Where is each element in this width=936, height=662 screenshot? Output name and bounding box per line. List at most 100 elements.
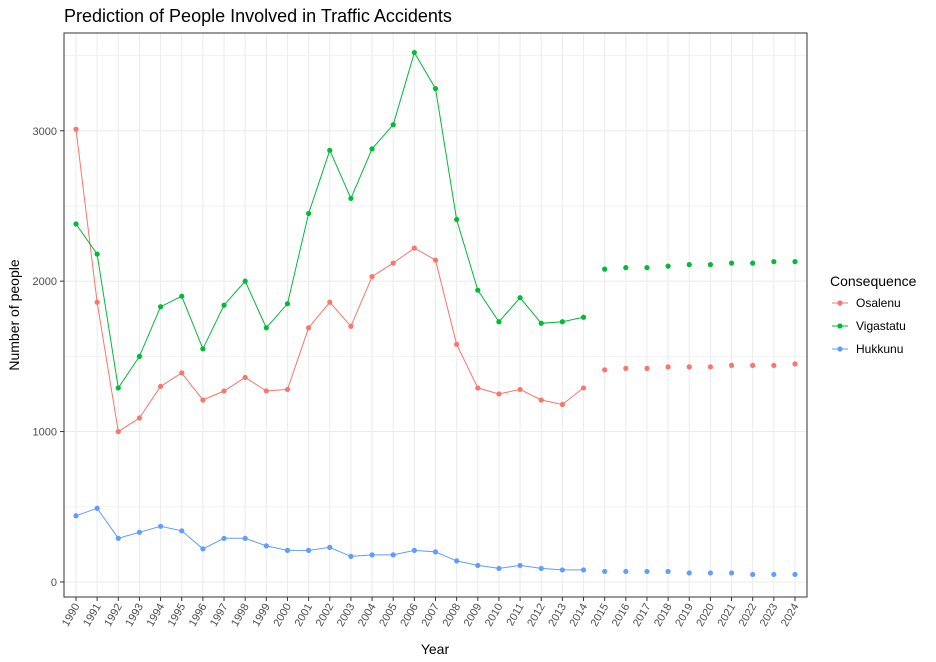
data-point (200, 346, 206, 352)
legend-key-point (837, 346, 843, 352)
data-point (771, 259, 777, 265)
data-point (665, 263, 671, 269)
data-point (517, 562, 523, 569)
data-point (284, 547, 291, 553)
data-point (284, 301, 291, 307)
y-tick-label: 2000 (33, 276, 57, 288)
data-point (665, 568, 671, 575)
data-point (179, 528, 185, 534)
data-point (432, 257, 439, 263)
x-tick-label: 2016 (610, 602, 633, 629)
data-point (369, 552, 375, 558)
x-tick-label: 2013 (546, 602, 569, 629)
series-vigastatu (73, 49, 798, 391)
x-tick-label: 2007 (419, 602, 442, 629)
data-point (284, 386, 291, 393)
data-point (327, 544, 333, 550)
x-tick-label: 2019 (673, 602, 696, 629)
y-tick-label: 1000 (33, 427, 57, 439)
data-point (327, 299, 333, 305)
data-point (496, 565, 502, 572)
data-point (559, 401, 565, 408)
x-tick-label: 2023 (758, 602, 781, 629)
data-point (686, 570, 692, 576)
data-point (750, 362, 756, 368)
x-tick-label: 2008 (441, 602, 464, 629)
data-point (115, 428, 121, 435)
data-point (602, 568, 608, 575)
data-point (200, 397, 206, 403)
data-point (263, 388, 269, 394)
data-point (496, 391, 502, 397)
data-point (792, 361, 798, 367)
data-point (73, 126, 79, 132)
data-point (496, 319, 502, 325)
data-point (580, 567, 587, 573)
data-point (411, 547, 417, 553)
legend-item-vigastatu: Vigastatu (832, 319, 906, 333)
data-point (602, 266, 608, 272)
data-point (348, 195, 354, 202)
x-tick-label: 1996 (187, 602, 210, 629)
data-point (306, 325, 312, 331)
x-tick-label: 1993 (123, 602, 146, 629)
data-point (475, 385, 481, 391)
x-tick-label: 2003 (335, 602, 358, 629)
y-tick-label: 3000 (33, 126, 57, 138)
x-tick-label: 1994 (145, 602, 168, 629)
data-point (242, 535, 248, 541)
data-point (559, 319, 565, 325)
data-point (475, 287, 481, 293)
x-tick-label: 2002 (314, 602, 337, 629)
x-axis-title: Year (421, 641, 450, 657)
data-point (179, 370, 185, 376)
x-tick-label: 1992 (102, 602, 125, 629)
data-point (538, 320, 544, 326)
x-tick-label: 2021 (716, 602, 739, 629)
data-point (221, 535, 227, 541)
x-tick-label: 2004 (356, 602, 379, 629)
data-point (94, 251, 100, 257)
x-tick-label: 2011 (504, 602, 526, 628)
data-point (390, 122, 396, 128)
legend-title: Consequence (830, 273, 917, 289)
data-point (432, 86, 439, 92)
data-point (157, 383, 164, 390)
data-point (454, 216, 460, 223)
data-point (136, 415, 143, 421)
data-point (644, 265, 650, 271)
data-point (432, 549, 439, 555)
data-point (348, 323, 354, 329)
data-point (517, 386, 523, 393)
x-tick-label: 1990 (60, 602, 83, 629)
data-point (771, 362, 777, 368)
x-tick-label: 1995 (166, 602, 189, 629)
data-point (623, 365, 629, 371)
data-point (73, 513, 79, 519)
x-tick-label: 2005 (377, 602, 400, 629)
x-tick-label: 2006 (398, 602, 421, 629)
data-point (707, 570, 714, 576)
data-point (263, 325, 269, 331)
data-point (411, 245, 417, 251)
x-tick-label: 1991 (81, 602, 104, 629)
x-tick-label: 1997 (208, 602, 231, 629)
data-point (157, 304, 164, 310)
data-point (369, 146, 375, 152)
data-point (136, 353, 143, 359)
data-point (644, 568, 650, 575)
x-tick-label: 2009 (462, 602, 485, 629)
x-tick-label: 2000 (271, 602, 294, 629)
data-point (263, 543, 269, 549)
x-tick-label: 2022 (737, 602, 760, 629)
data-point (665, 364, 671, 370)
data-point (348, 553, 354, 559)
x-tick-label: 2012 (525, 602, 548, 629)
data-point (454, 341, 460, 347)
x-tick-label: 2010 (483, 602, 506, 629)
data-point (750, 571, 756, 578)
data-point (242, 278, 248, 284)
x-tick-label: 1998 (229, 602, 252, 629)
data-point (115, 385, 121, 391)
